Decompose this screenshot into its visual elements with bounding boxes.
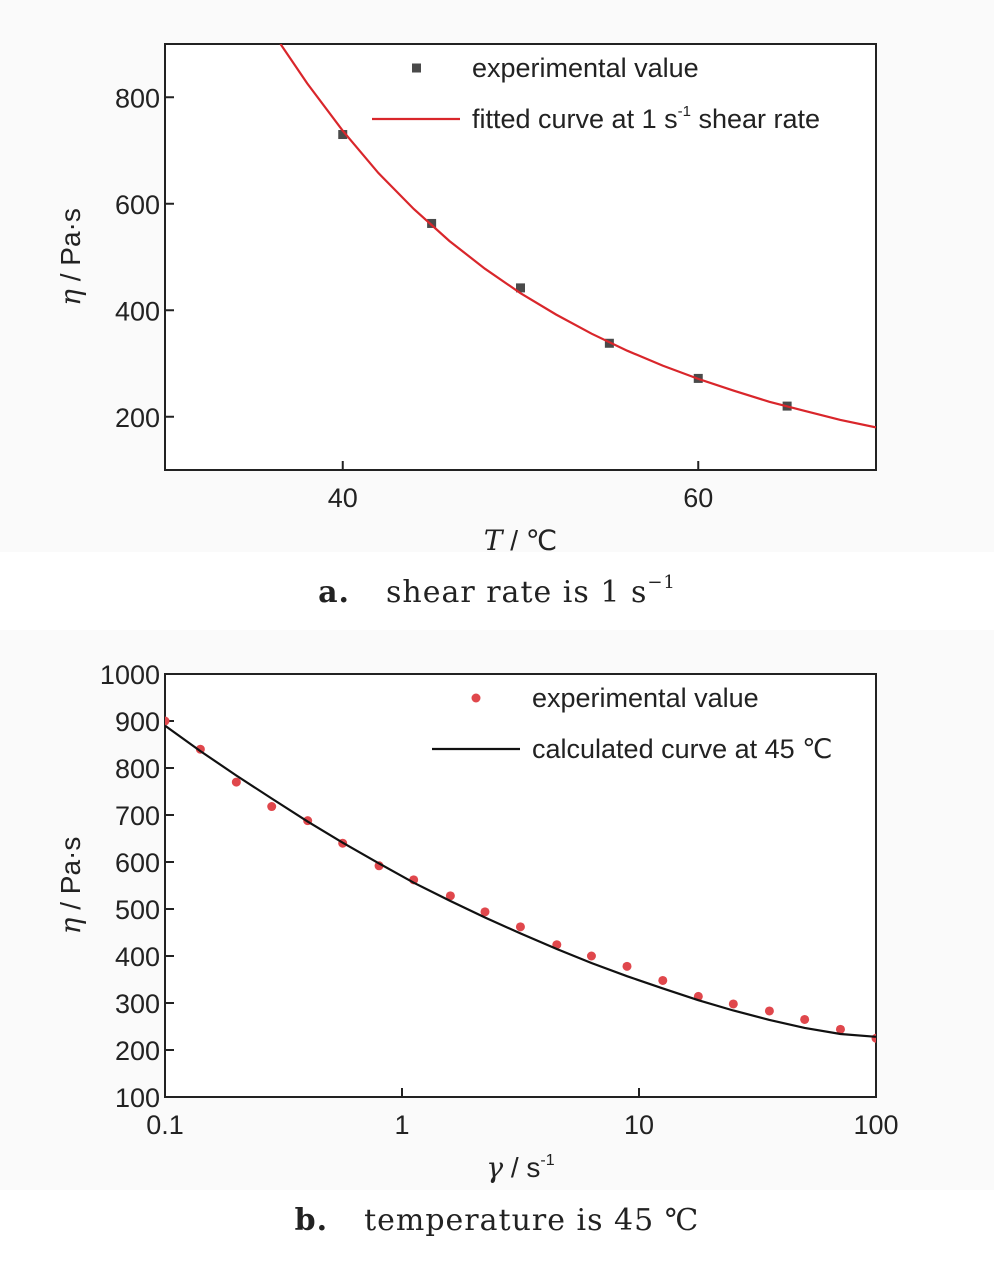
data-point: [871, 1033, 876, 1043]
data-point: [480, 907, 490, 917]
x-axis-symbol: γ: [486, 1151, 503, 1184]
x-axis-title: γ / s-1: [486, 1151, 554, 1184]
data-point: [267, 802, 277, 812]
data-point: [516, 283, 525, 293]
y-tick-label: 1000: [100, 660, 160, 690]
legend-label-text: experimental value: [532, 683, 759, 713]
series-line-0-1: [279, 44, 876, 429]
data-point: [835, 1024, 845, 1034]
data-point: [165, 716, 170, 726]
y-axis-title: η / Pa·s: [54, 208, 87, 306]
y-tick-label: 600: [115, 848, 160, 878]
y-tick-label: 200: [115, 403, 160, 433]
data-point: [427, 218, 437, 228]
legend-label: fitted curve at 1 s-1 shear rate: [472, 103, 820, 134]
caption-b-letter: b.: [294, 1203, 329, 1238]
x-tick-label: 0.1: [146, 1110, 184, 1140]
legend-label: experimental value: [472, 53, 699, 83]
legend-entry: fitted curve at 1 s-1 shear rate: [372, 103, 820, 134]
legend-entry: experimental value: [412, 53, 699, 83]
x-tick-label: 60: [683, 483, 713, 513]
legend-label: calculated curve at 45 ℃: [532, 734, 832, 764]
data-point: [338, 130, 348, 140]
y-axis-symbol: η: [54, 917, 87, 934]
y-tick-label: 400: [115, 296, 160, 326]
data-point: [658, 975, 668, 985]
data-point: [445, 891, 455, 901]
data-point: [515, 922, 525, 932]
caption-a-letter: a.: [318, 575, 350, 610]
legend-marker-swatch: [471, 693, 481, 703]
x-tick-label: 40: [328, 483, 358, 513]
data-point: [728, 999, 738, 1009]
y-tick-label: 300: [115, 989, 160, 1019]
plot-area-1: [164, 673, 877, 1098]
y-tick-label: 200: [115, 1036, 160, 1066]
series-line-1-1: [165, 724, 876, 1038]
x-tick-label: 10: [624, 1110, 654, 1140]
data-point: [586, 951, 596, 961]
x-tick-label: 1: [394, 1110, 409, 1140]
legend-label: experimental value: [532, 683, 759, 713]
legend-label-text: calculated curve at 45 ℃: [532, 734, 832, 764]
y-tick-label: 100: [115, 1083, 160, 1113]
data-layer-0: [279, 44, 876, 429]
y-tick-label: 900: [115, 707, 160, 737]
chart-1: 100 200 300 400 500 600 700 800 900 1000 0.1 1 10 100…: [54, 660, 899, 1184]
data-point: [800, 1014, 810, 1024]
x-axis-symbol: T: [484, 524, 505, 557]
chart-0: 200 400 600 800 40 60 η / Pa·s T / ℃ experimenta…: [54, 43, 877, 557]
legend-marker-swatch: [412, 63, 421, 73]
y-tick-label: 500: [115, 895, 160, 925]
legend-label-text: experimental value: [472, 53, 699, 83]
caption-b: b. temperature is 45 ℃: [0, 1203, 994, 1238]
legend-entry: calculated curve at 45 ℃: [432, 734, 832, 764]
x-axis-unit-sup: -1: [540, 1152, 554, 1169]
data-point: [231, 777, 241, 787]
caption-a-text: shear rate is 1 s: [385, 575, 648, 610]
data-point: [622, 961, 632, 971]
x-axis-unit: / s: [503, 1152, 540, 1183]
y-tick-label: 600: [115, 190, 160, 220]
legend-label-text: fitted curve at 1 s: [472, 104, 678, 134]
y-tick-label: 400: [115, 942, 160, 972]
caption-a-sup: −1: [647, 572, 676, 593]
y-tick-label: 800: [115, 83, 160, 113]
caption-b-text: temperature is 45 ℃: [364, 1203, 700, 1238]
data-point: [764, 1006, 774, 1016]
legend-label-sup: -1: [678, 103, 691, 120]
y-tick-label: 800: [115, 754, 160, 784]
legend-entry: experimental value: [471, 683, 759, 713]
x-axis-title: T / ℃: [484, 524, 557, 557]
y-axis-unit: / Pa·s: [55, 208, 86, 289]
y-axis-unit: / Pa·s: [55, 837, 86, 918]
y-tick-label: 700: [115, 801, 160, 831]
caption-a: a. shear rate is 1 s−1: [0, 572, 994, 610]
legend-label-suffix: shear rate: [691, 104, 820, 134]
data-layer-1: [165, 716, 876, 1043]
x-tick-label: 100: [853, 1110, 898, 1140]
y-axis-symbol: η: [54, 289, 87, 306]
y-axis-title: η / Pa·s: [54, 837, 87, 935]
x-axis-unit: / ℃: [502, 525, 557, 556]
